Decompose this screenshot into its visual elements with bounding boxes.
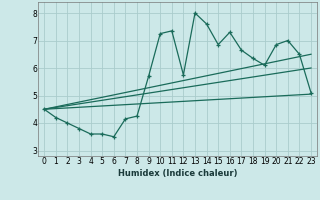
X-axis label: Humidex (Indice chaleur): Humidex (Indice chaleur) xyxy=(118,169,237,178)
